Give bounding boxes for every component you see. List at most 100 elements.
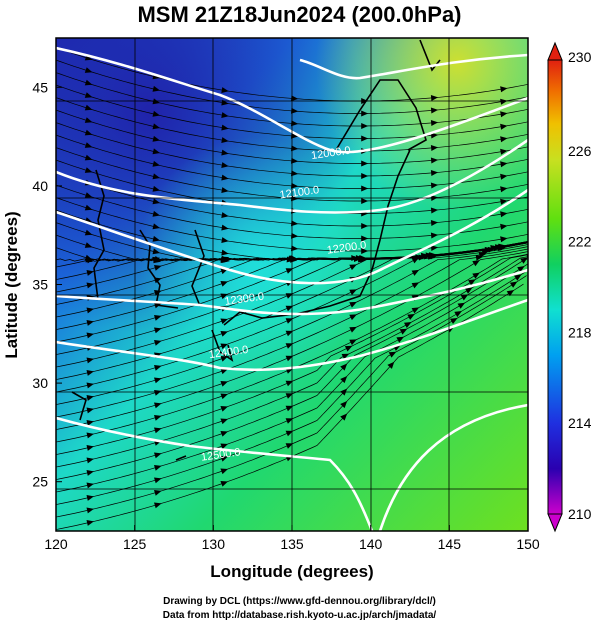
y-axis-title: Latitude (degrees) xyxy=(2,211,21,358)
streamline-arrowhead xyxy=(221,137,229,143)
streamline-arrowhead xyxy=(152,135,160,142)
streamline-arrowhead xyxy=(430,245,439,251)
streamline-arrowhead xyxy=(411,257,420,264)
colorbar-tick-label: 226 xyxy=(568,143,592,159)
streamline xyxy=(56,251,528,430)
streamline-arrowhead xyxy=(285,343,294,349)
streamline-arrowhead xyxy=(349,289,357,296)
streamline-arrowhead xyxy=(361,198,369,204)
streamline-arrowhead xyxy=(500,173,508,180)
streamline-arrowhead xyxy=(500,148,508,155)
streamline-arrowhead xyxy=(154,327,162,334)
streamline-arrowhead xyxy=(514,274,522,281)
streamline-arrowhead xyxy=(472,260,480,267)
streamline-arrowhead xyxy=(154,402,162,409)
streamline xyxy=(56,242,528,380)
streamline-arrowhead xyxy=(291,157,299,164)
streamline-arrowhead xyxy=(86,507,94,514)
streamline-arrowhead xyxy=(84,167,93,173)
streamline-arrowhead xyxy=(407,314,415,320)
streamline xyxy=(56,253,528,443)
streamline-arrowhead xyxy=(500,161,508,168)
streamline-arrowhead xyxy=(430,132,439,139)
streamline-arrowhead xyxy=(411,307,420,314)
lon-tick-label: 145 xyxy=(438,536,462,552)
streamline-arrowhead xyxy=(152,198,160,205)
streamline-arrowhead xyxy=(404,322,412,328)
streamline-arrowhead xyxy=(509,281,518,288)
streamline-arrowhead xyxy=(84,117,93,123)
contour-label: 12500.0 xyxy=(200,446,241,463)
streamline-arrowhead xyxy=(361,223,369,229)
streamline-arrowhead xyxy=(220,456,228,462)
credit-line-2: Data from http://database.rish.kyoto-u.a… xyxy=(162,610,437,621)
lon-tick-label: 120 xyxy=(44,536,68,552)
streamline-arrowhead xyxy=(285,430,294,437)
lon-tick-label: 140 xyxy=(359,536,383,552)
streamline-arrowhead xyxy=(361,110,369,117)
streamline-arrowhead xyxy=(468,279,476,286)
contour-label: 12100.0 xyxy=(279,184,320,201)
streamline-arrowhead xyxy=(396,336,404,343)
streamline-arrowhead xyxy=(430,120,439,126)
streamline xyxy=(56,246,528,405)
contour-labels: 12000.0 12100.0 12200.0 12300.0 12400.0 12500… xyxy=(200,145,367,464)
colorbar-tick-labels: 230 226 222 218 214 210 xyxy=(568,49,592,522)
streamline-arrowhead xyxy=(84,142,93,148)
streamline-arrowhead xyxy=(86,445,94,451)
streamline-arrowhead xyxy=(220,318,228,325)
streamline-arrowhead xyxy=(465,287,473,294)
streamline-arrowhead xyxy=(220,343,228,350)
streamline-arrowhead xyxy=(84,242,93,248)
streamline-arrowhead xyxy=(154,465,162,471)
streamline-arrowhead xyxy=(500,98,508,105)
streamline-arrowhead xyxy=(349,301,357,308)
streamline-arrowhead xyxy=(221,256,229,263)
contour-label: 12000.0 xyxy=(310,145,351,162)
streamline-arrowhead xyxy=(220,393,228,400)
streamline-arrowhead xyxy=(291,245,299,252)
map-plot-area: 12000.0 12100.0 12200.0 12300.0 12400.0 12500… xyxy=(56,38,546,531)
streamline-arrowhead xyxy=(500,111,508,118)
lon-tick-label: 150 xyxy=(516,536,540,552)
longitude-tick-labels: 120 125 130 135 140 145 150 xyxy=(44,525,540,552)
streamline-arrowhead xyxy=(500,223,508,230)
streamline-arrowhead xyxy=(500,211,508,218)
streamline-arrowhead xyxy=(220,406,228,412)
streamline-arrowhead xyxy=(152,223,160,230)
streamline-arrowhead xyxy=(286,256,294,263)
streamline-arrowhead xyxy=(154,365,162,371)
colorbar-tick-label: 210 xyxy=(568,506,592,522)
streamline-arrowhead xyxy=(86,470,94,476)
streamline-arrowhead xyxy=(285,405,294,412)
streamline-arrowhead xyxy=(411,282,420,289)
colorbar-tick-label: 214 xyxy=(568,415,592,431)
streamline-arrowhead xyxy=(86,482,94,489)
streamline-arrowhead xyxy=(220,381,228,387)
streamline-arrowhead xyxy=(430,145,439,151)
streamline-arrowhead xyxy=(291,107,299,114)
streamline-arrowhead xyxy=(86,395,94,401)
streamline-arrowhead xyxy=(361,173,369,179)
streamline-arrowhead xyxy=(361,135,369,142)
streamline-arrowhead xyxy=(361,235,369,242)
streamline-arrowhead xyxy=(154,340,162,346)
streamline-arrowhead xyxy=(475,254,483,261)
streamline-arrowhead xyxy=(387,361,395,369)
streamline-arrowhead xyxy=(340,401,348,409)
contour-label: 12300.0 xyxy=(224,291,265,308)
streamline-arrowhead xyxy=(291,232,299,239)
streamline-arrowhead xyxy=(340,413,348,421)
streamline-arrowhead xyxy=(152,173,160,180)
streamline-arrowhead xyxy=(340,376,348,384)
streamline-arrowhead xyxy=(152,160,160,167)
streamline-arrowhead xyxy=(454,311,462,318)
streamline-arrowhead xyxy=(154,427,162,434)
streamline xyxy=(56,248,528,418)
streamline-arrowhead xyxy=(430,207,439,214)
lat-tick-label: 45 xyxy=(32,79,48,95)
streamline-arrowhead xyxy=(430,107,439,114)
streamline-arrowhead xyxy=(538,249,546,255)
streamline-arrowhead xyxy=(220,431,228,437)
